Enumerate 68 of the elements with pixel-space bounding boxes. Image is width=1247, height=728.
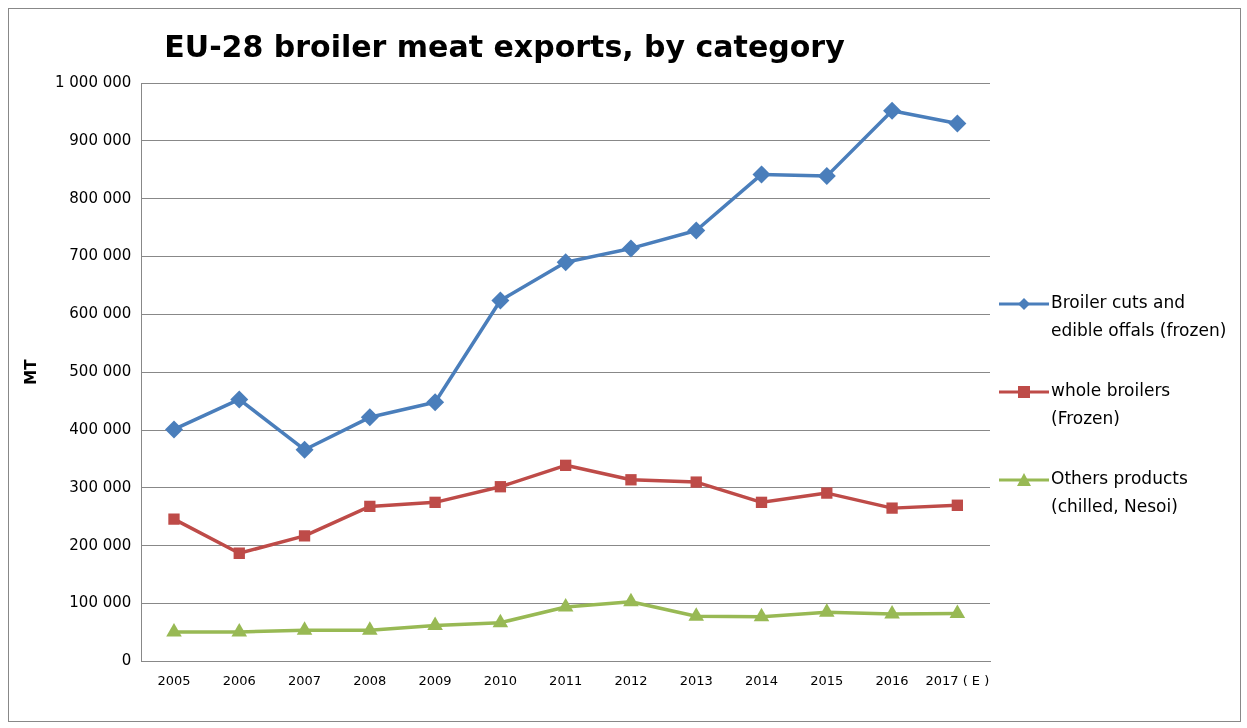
y-tick-label: 200 000 (69, 535, 132, 554)
point (233, 547, 245, 559)
legend-label: Broiler cuts and edible offals (frozen) (1051, 291, 1228, 342)
y-tick-label: 500 000 (69, 362, 132, 381)
y-tick-label: 900 000 (69, 130, 132, 149)
y-tick-label: 100 000 (69, 593, 132, 612)
point (364, 500, 376, 513)
point (557, 598, 574, 612)
point (883, 101, 902, 120)
point (819, 603, 835, 617)
x-tick-label: 2017 ( E ) (925, 672, 990, 688)
x-tick-label: 2015 (810, 672, 844, 688)
x-tick-label: 2006 (222, 672, 256, 688)
x-tick-label: 2016 (875, 672, 909, 688)
point (817, 167, 836, 186)
point (298, 530, 311, 542)
point (166, 622, 182, 637)
legend-label: Others products (chilled, Nesoi) (1051, 467, 1189, 518)
x-tick-label: 2007 (288, 672, 322, 688)
point (362, 621, 378, 635)
point (492, 613, 509, 628)
point (752, 165, 771, 184)
y-tick-label: 0 (121, 651, 132, 670)
point (295, 440, 314, 459)
point (494, 481, 507, 493)
point (755, 496, 768, 508)
y-tick-label: 700 000 (69, 246, 132, 265)
point (621, 239, 640, 258)
point (688, 607, 705, 621)
point (884, 604, 900, 619)
point (164, 420, 183, 439)
point (230, 390, 249, 409)
point (168, 513, 180, 525)
point (491, 291, 510, 310)
point (623, 592, 639, 607)
point (949, 604, 966, 618)
x-tick-label: 2010 (483, 672, 517, 688)
point (690, 476, 702, 488)
x-tick-label: 2013 (679, 672, 713, 688)
point (556, 253, 575, 272)
point (231, 622, 248, 637)
y-tick-label: 400 000 (69, 419, 132, 438)
point (948, 114, 967, 133)
point (951, 499, 964, 511)
chart-title: EU-28 broiler meat exports, by category (164, 28, 846, 64)
y-tick-label: 800 000 (69, 188, 132, 207)
y-tick-label: 300 000 (69, 477, 132, 496)
point (687, 221, 706, 240)
point (426, 393, 445, 412)
point (360, 408, 379, 427)
legend-label: whole broilers (Frozen) (1051, 379, 1172, 430)
point (625, 474, 637, 486)
x-tick-label: 2012 (614, 672, 648, 688)
point (429, 496, 441, 508)
point (886, 502, 898, 514)
point (560, 459, 572, 471)
point (753, 607, 770, 622)
y-axis-title: MT (21, 358, 40, 385)
x-tick-label: 2008 (353, 672, 387, 688)
y-tick-label: 1 000 000 (55, 72, 132, 91)
point (296, 621, 313, 635)
x-tick-label: 2009 (418, 672, 452, 688)
y-tick-label: 600 000 (69, 304, 132, 323)
point (821, 487, 833, 499)
x-tick-label: 2005 (157, 672, 191, 688)
x-tick-label: 2014 (744, 672, 779, 688)
point (427, 616, 443, 631)
x-tick-label: 2011 (549, 672, 583, 688)
